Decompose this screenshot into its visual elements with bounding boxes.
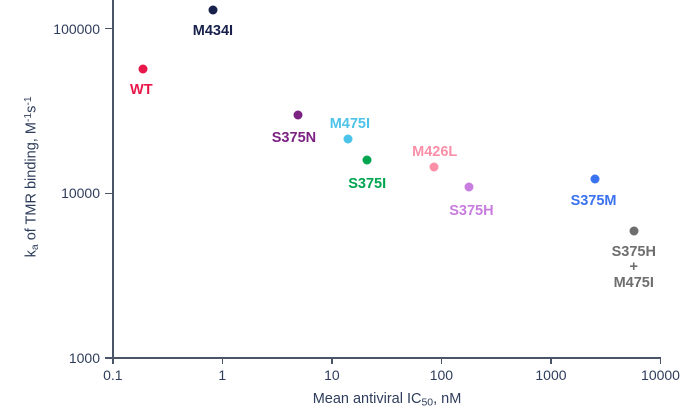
data-point-label: S375I — [348, 175, 387, 192]
data-point-label: WT — [130, 81, 153, 98]
x-tick-label: 0.1 — [103, 367, 123, 383]
x-axis-title: Mean antiviral IC50, nM — [113, 391, 661, 408]
y-tick-mark — [105, 27, 112, 30]
data-point-label: S375N — [271, 129, 317, 146]
data-point — [208, 5, 218, 15]
x-tick-label: 10000 — [641, 367, 680, 383]
data-point-label: S375H — [449, 202, 494, 219]
data-point — [362, 155, 372, 165]
x-axis-title-pre: Mean antiviral IC — [312, 391, 422, 407]
y-axis-line — [112, 0, 114, 359]
x-tick-label: 100 — [429, 367, 454, 383]
y-axis-title-mid: of TMR binding, M — [23, 122, 40, 245]
x-tick-mark — [112, 357, 114, 365]
data-point-label: M434I — [192, 22, 234, 39]
y-axis-title-k: k — [23, 250, 40, 258]
data-point — [138, 64, 148, 74]
data-point — [464, 182, 474, 192]
y-axis-title-s: s — [23, 105, 40, 113]
y-axis-title-sup1: -1 — [23, 112, 35, 123]
y-axis-title-sup2: -1 — [23, 96, 35, 106]
x-axis-line — [112, 357, 661, 359]
y-axis-title: ka of TMR binding, M-1s-1 — [23, 52, 41, 302]
y-tick-label: 100000 — [53, 20, 100, 37]
data-point-label: S375H + M475I — [611, 244, 656, 291]
x-tick-mark — [221, 357, 224, 365]
x-tick-label: 1 — [218, 367, 227, 383]
data-point — [590, 174, 600, 184]
x-tick-mark — [550, 357, 552, 365]
y-tick-mark — [105, 357, 112, 359]
x-tick-mark — [659, 357, 662, 365]
x-axis-title-subscript: 50 — [421, 397, 434, 409]
y-tick-label: 1000 — [68, 350, 100, 367]
x-tick-mark — [440, 357, 443, 365]
y-axis-title-k-subscript: a — [29, 244, 41, 251]
data-point-label: S375M — [570, 193, 617, 210]
data-point — [429, 162, 439, 172]
data-point — [629, 226, 639, 236]
x-tick-mark — [331, 357, 333, 365]
y-tick-label: 10000 — [61, 185, 100, 202]
data-point-label: M475I — [329, 115, 371, 132]
y-tick-mark — [105, 192, 112, 195]
data-point — [343, 134, 353, 144]
x-tick-label: 10 — [324, 367, 340, 383]
x-tick-label: 1000 — [535, 367, 567, 383]
data-point-label: M426L — [412, 143, 458, 160]
x-axis-title-post: , nM — [433, 391, 462, 407]
data-point — [293, 110, 303, 120]
